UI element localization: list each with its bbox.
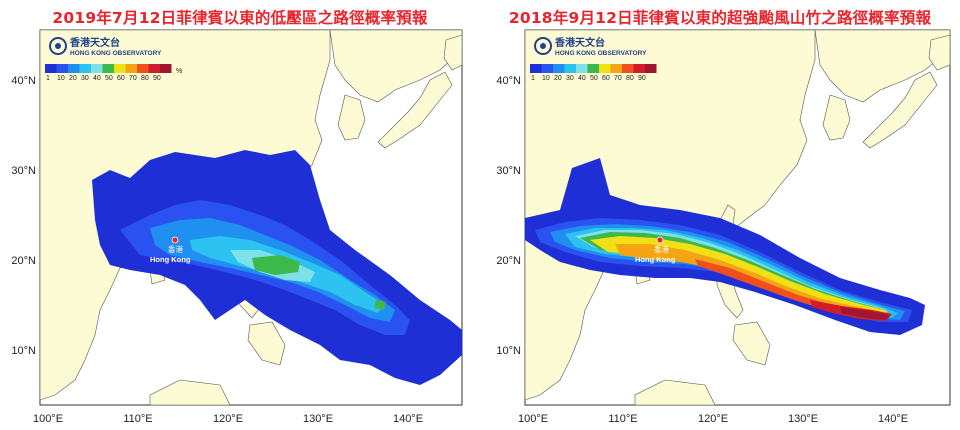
legend-swatch [56,64,68,73]
legend-swatch [553,64,565,73]
latitude-labels: 40°N 30°N 20°N 10°N [11,75,36,357]
city-label-zh: 香港 [654,244,669,254]
legend-swatch [530,64,542,73]
lon-label: 110°E [608,413,637,425]
probability-swath [92,150,462,385]
lon-label: 140°E [393,413,423,425]
city-dot-icon [171,236,179,244]
legend-tick: 80 [141,75,149,82]
lon-label: 130°E [303,413,333,425]
legend-tick: 70 [129,75,137,82]
legend-tick: 40 [93,75,101,82]
hong-kong-marker: 香港 Hong Kong [635,236,676,264]
legend-swatch [102,64,114,73]
map-title: 2019年7月12日菲律賓以東的低壓區之路徑概率預報 [52,9,428,27]
legend-swatch [114,64,126,73]
lon-label: 140°E [878,413,908,425]
legend-tick: 80 [626,75,634,82]
lon-label: 120°E [698,413,728,425]
probability-legend: 1 10 20 30 40 50 60 70 80 90 % [45,64,182,82]
probability-swath [525,158,925,335]
legend-tick: 1 [46,75,50,82]
legend-swatch [137,64,149,73]
legend-tick: 10 [57,75,65,82]
legend-tick: 40 [578,75,586,82]
probability-legend: 1 10 20 30 40 50 60 70 80 90 [530,64,657,82]
logo-icon [534,37,552,55]
legend-swatch [645,64,657,73]
lat-label: 30°N [496,165,521,177]
legend-swatch [610,64,622,73]
legend-swatch [587,64,599,73]
legend-tick: 60 [117,75,125,82]
legend-tick: 20 [69,75,77,82]
lon-label: 100°E [518,413,548,425]
legend-swatch [599,64,611,73]
legend-swatch [633,64,645,73]
logo-name-en: HONG KONG OBSERVATORY [70,50,162,57]
lon-label: 130°E [788,413,818,425]
legend-swatch [564,64,576,73]
legend-tick: 1 [531,75,535,82]
legend-swatch [576,64,588,73]
logo-name-en: HONG KONG OBSERVATORY [555,50,647,57]
lat-label: 40°N [496,75,521,87]
lat-label: 10°N [496,345,521,357]
legend-tick: 60 [602,75,610,82]
legend-tick: 20 [554,75,562,82]
lat-label: 10°N [11,345,36,357]
observatory-logo: 香港天文台 HONG KONG OBSERVATORY [534,36,647,57]
lon-label: 120°E [213,413,243,425]
legend-color-bar [45,64,172,73]
city-label-zh: 香港 [168,244,183,254]
legend-swatch [622,64,634,73]
logo-name-zh: 香港天文台 [555,36,605,49]
hong-kong-marker: 香港 Hong Kong [150,236,191,264]
lat-label: 20°N [496,255,521,267]
city-label-en: Hong Kong [635,255,676,264]
legend-tick: 10 [542,75,550,82]
lat-label: 30°N [11,165,36,177]
longitude-labels: 100°E 110°E 120°E 130°E 140°E [518,413,908,425]
latitude-labels: 40°N 30°N 20°N 10°N [496,75,521,357]
map-panel-left: 2019年7月12日菲律賓以東的低壓區之路徑概率預報 [11,9,463,425]
legend-ticks: 1 10 20 30 40 50 60 70 80 90 % [46,68,182,82]
legend-swatch [125,64,137,73]
legend-color-bar [530,64,657,73]
logo-name-zh: 香港天文台 [70,36,120,49]
legend-unit: % [176,68,182,75]
track-probability-map: 香港 Hong Kong 香港天文台 HONG KONG OBSERVATORY… [496,29,951,425]
legend-swatch [91,64,103,73]
legend-swatch [68,64,80,73]
observatory-logo: 香港天文台 HONG KONG OBSERVATORY [49,36,162,57]
legend-tick: 30 [81,75,89,82]
legend-swatch [541,64,553,73]
longitude-labels: 100°E 110°E 120°E 130°E 140°E [33,413,423,425]
track-probability-map: 香港 Hong Kong 香港天文台 HONG KONG OBSERVATORY… [11,29,463,425]
lat-label: 40°N [11,75,36,87]
legend-tick: 90 [153,75,161,82]
legend-tick: 50 [105,75,113,82]
legend-tick: 70 [614,75,622,82]
legend-tick: 50 [590,75,598,82]
legend-tick: 90 [638,75,646,82]
map-panel-right: 2018年9月12日菲律賓以東的超強颱風山竹之路徑概率預報 [480,0,960,430]
city-dot-icon [656,236,664,244]
lon-label: 110°E [123,413,152,425]
lat-label: 20°N [11,255,36,267]
legend-swatch [45,64,57,73]
legend-swatch [79,64,91,73]
map-title: 2018年9月12日菲律賓以東的超強颱風山竹之路徑概率預報 [508,9,932,27]
legend-tick: 30 [566,75,574,82]
legend-ticks: 1 10 20 30 40 50 60 70 80 90 [531,75,646,82]
city-label-en: Hong Kong [150,255,191,264]
lon-label: 100°E [33,413,63,425]
logo-icon [49,37,67,55]
legend-swatch [160,64,172,73]
legend-swatch [148,64,160,73]
